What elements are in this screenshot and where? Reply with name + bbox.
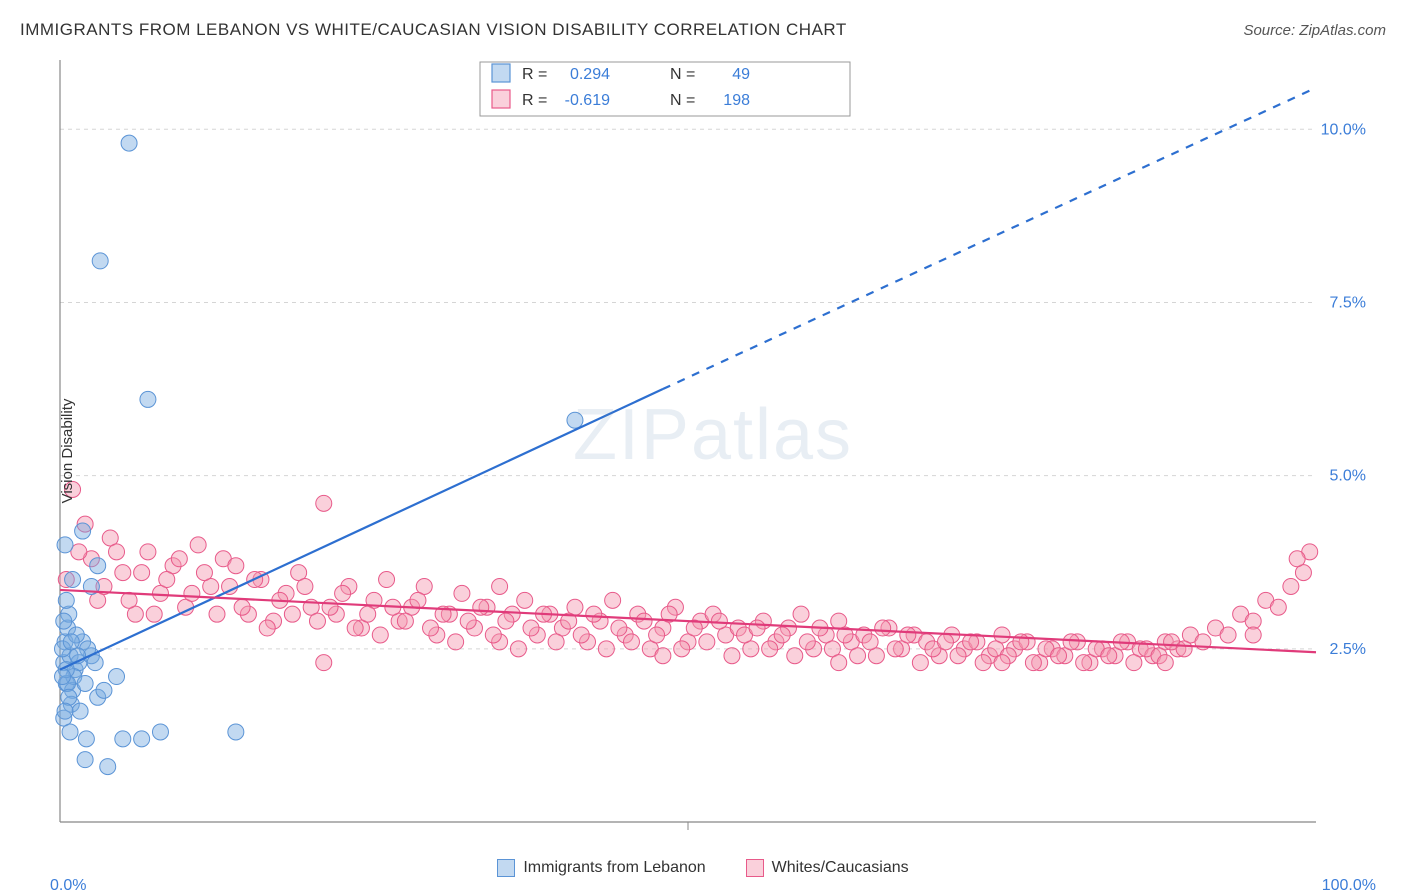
svg-text:0.294: 0.294	[570, 66, 610, 83]
svg-text:R =: R =	[522, 66, 547, 83]
bottom-legend: Immigrants from Lebanon Whites/Caucasian…	[0, 859, 1406, 877]
svg-text:R =: R =	[522, 92, 547, 109]
legend-item-lebanon: Immigrants from Lebanon	[497, 859, 705, 877]
legend-label: Immigrants from Lebanon	[523, 859, 705, 877]
legend-label: Whites/Caucasians	[772, 859, 909, 877]
svg-text:7.5%: 7.5%	[1330, 294, 1366, 311]
legend-item-whites: Whites/Caucasians	[746, 859, 909, 877]
svg-text:2.5%: 2.5%	[1330, 641, 1366, 658]
chart-source: Source: ZipAtlas.com	[1243, 22, 1386, 39]
svg-text:198: 198	[723, 92, 750, 109]
chart-header: IMMIGRANTS FROM LEBANON VS WHITE/CAUCASI…	[20, 20, 1386, 40]
svg-text:N =: N =	[670, 92, 695, 109]
chart-title: IMMIGRANTS FROM LEBANON VS WHITE/CAUCASI…	[20, 20, 847, 40]
chart-area: Vision Disability ZIPatlas 2.5%5.0%7.5%1…	[50, 60, 1376, 842]
y-axis-label: Vision Disability	[59, 399, 76, 504]
svg-text:5.0%: 5.0%	[1330, 468, 1366, 485]
svg-text:N =: N =	[670, 66, 695, 83]
x-tick-right: 100.0%	[1322, 877, 1376, 895]
scatter-plot: 2.5% 5.0% 7.5% 10.0% R = 0.294 N = 49 R = -0.619 N…	[50, 60, 1376, 842]
swatch-icon	[746, 859, 764, 877]
swatch-icon	[497, 859, 515, 877]
svg-text:10.0%: 10.0%	[1321, 121, 1366, 138]
x-tick-left: 0.0%	[50, 877, 86, 895]
svg-text:-0.619: -0.619	[565, 92, 610, 109]
svg-text:49: 49	[732, 66, 750, 83]
